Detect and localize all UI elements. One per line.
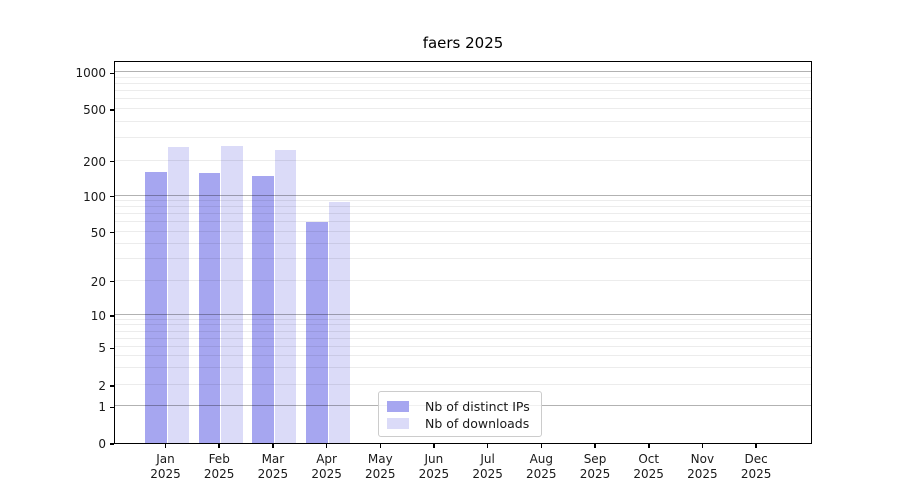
y-axis-tick-mark	[110, 443, 114, 445]
gridline-major	[115, 314, 811, 315]
x-axis-tick-label: Dec 2025	[740, 452, 772, 481]
gridline-minor	[115, 76, 811, 78]
y-axis-tick-label: 0	[98, 437, 106, 451]
y-axis-tick-label: 500	[83, 103, 106, 117]
x-axis-tick-label: Nov 2025	[687, 452, 718, 481]
y-axis-tick-label: 200	[83, 154, 106, 169]
gridline-minor	[115, 337, 811, 339]
gridline-minor	[115, 230, 811, 232]
x-axis-tick-mark	[648, 444, 650, 448]
x-axis-tick-mark	[379, 444, 381, 448]
gridline-minor	[115, 279, 811, 281]
x-axis-tick-label: Sep 2025	[579, 452, 611, 481]
y-axis-tick-label: 1000	[75, 66, 106, 81]
x-axis-tick-label: Apr 2025	[311, 452, 342, 481]
y-axis-tick-mark	[110, 347, 114, 349]
y-axis-tick-mark	[110, 406, 114, 409]
y-axis-tick-mark	[110, 231, 114, 234]
legend: Nb of distinct IPs Nb of downloads	[378, 391, 542, 437]
gridline-minor	[115, 83, 811, 85]
x-axis-tick-label: Oct 2025	[633, 452, 664, 481]
gridline-minor	[115, 258, 811, 259]
x-axis-tick-mark	[701, 444, 704, 448]
y-axis-tick-label: 5	[98, 341, 106, 356]
gridline-minor	[115, 330, 811, 332]
x-axis-tick-label: May 2025	[365, 452, 396, 481]
legend-item-downloads: Nb of downloads	[387, 415, 541, 432]
gridline-minor	[115, 159, 811, 161]
x-axis-tick-mark	[540, 444, 543, 448]
y-axis-tick-mark	[110, 160, 114, 163]
x-axis-tick-mark	[433, 444, 435, 448]
y-axis-tick-mark	[110, 385, 114, 387]
chart-title: faers 2025	[422, 34, 504, 52]
gridline-minor	[115, 346, 811, 348]
x-axis-tick-label: Aug 2025	[526, 452, 557, 481]
gridline-minor	[115, 206, 811, 208]
legend-label-distinct-ips: Nb of distinct IPs	[425, 399, 530, 414]
x-axis-tick-label: Jan 2025	[150, 452, 181, 481]
bar-distinct-ips	[252, 176, 274, 443]
legend-label-downloads: Nb of downloads	[425, 416, 530, 431]
gridline-minor	[115, 383, 811, 385]
legend-item-distinct-ips: Nb of distinct IPs	[387, 398, 541, 415]
x-axis-tick-label: Jun 2025	[418, 452, 450, 481]
bar-distinct-ips	[306, 222, 328, 443]
y-axis-tick-label: 50	[90, 225, 106, 240]
gridline-minor	[115, 318, 811, 320]
y-axis-tick-mark	[110, 315, 114, 317]
gridline-major	[115, 194, 811, 196]
gridline-minor	[115, 242, 811, 244]
gridline-minor	[115, 367, 811, 369]
y-axis-tick-label: 100	[83, 189, 106, 204]
gridline-minor	[115, 200, 811, 202]
gridline-minor	[115, 136, 811, 138]
gridline-minor	[115, 213, 811, 215]
gridline-minor	[115, 120, 811, 122]
y-axis-tick-mark	[110, 72, 114, 74]
x-axis-tick-mark	[164, 444, 167, 448]
gridline-minor	[115, 108, 811, 109]
legend-swatch-distinct-ips	[387, 401, 409, 412]
y-axis-tick-mark	[110, 280, 114, 283]
x-axis-tick-mark	[755, 444, 757, 448]
legend-swatch-downloads	[387, 418, 409, 429]
x-axis-tick-label: Jul 2025	[472, 452, 503, 481]
bar-downloads	[221, 146, 243, 443]
gridline-minor	[115, 221, 811, 223]
gridline-minor	[115, 355, 811, 357]
x-axis-tick-label: Feb 2025	[203, 452, 235, 481]
bar-downloads	[274, 150, 297, 443]
x-axis-tick-mark	[218, 444, 220, 448]
x-axis-tick-mark	[325, 444, 328, 448]
y-axis-tick-label: 2	[98, 378, 106, 393]
gridline-minor	[115, 98, 811, 100]
y-axis-tick-label: 20	[90, 274, 106, 289]
y-axis-tick-label: 10	[90, 309, 106, 323]
y-axis-tick-label: 1	[98, 400, 106, 415]
gridline-major	[115, 71, 811, 73]
bar-distinct-ips	[145, 172, 167, 443]
plot-area	[114, 61, 812, 444]
bar-distinct-ips	[198, 172, 221, 443]
gridline-minor	[115, 324, 811, 326]
x-axis-tick-mark	[272, 444, 274, 448]
bar-downloads	[167, 147, 189, 443]
y-axis-tick-mark	[110, 109, 114, 111]
gridline-minor	[115, 90, 811, 92]
bar-downloads	[328, 202, 351, 443]
x-axis-tick-label: Mar 2025	[257, 452, 289, 481]
x-axis-tick-mark	[486, 444, 489, 448]
y-axis-tick-mark	[110, 195, 114, 198]
x-axis-tick-mark	[594, 444, 596, 448]
